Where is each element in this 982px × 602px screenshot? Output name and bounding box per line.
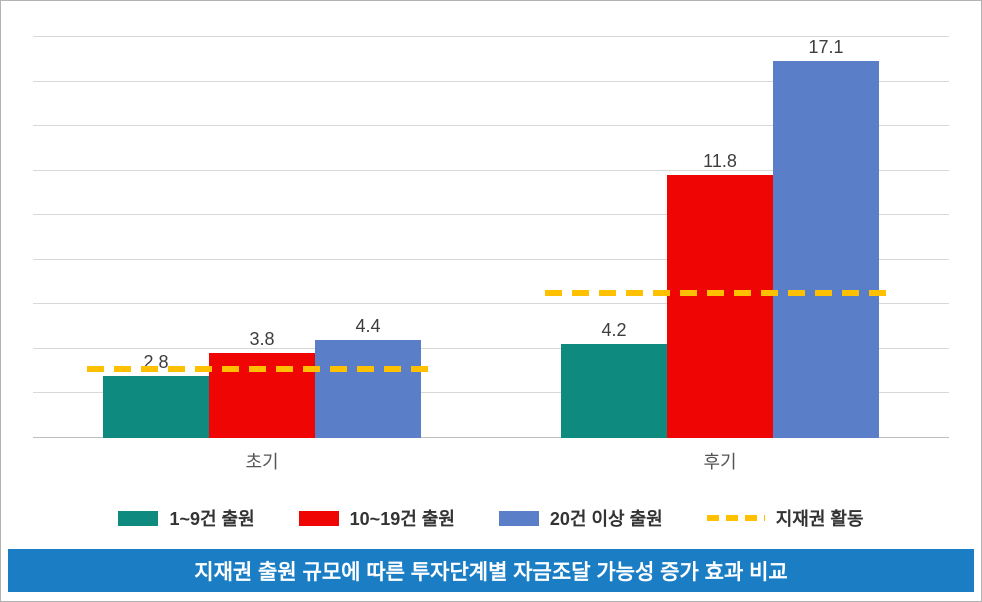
gridline xyxy=(33,169,949,171)
x-axis-label: 초기 xyxy=(245,452,279,472)
gridline xyxy=(33,214,949,216)
bar-value-label: 3.8 xyxy=(249,329,275,350)
gridline xyxy=(33,36,949,37)
gridline xyxy=(33,125,949,127)
legend-dash-swatch xyxy=(706,515,765,521)
bar-column: 17.1 xyxy=(773,37,879,438)
legend-item-reference: 지재권 활동 xyxy=(706,505,864,531)
bar-10~19건 출원 xyxy=(667,175,773,438)
x-axis-line xyxy=(33,437,949,438)
bar-groups: 2.8 3.8 4.4 4.2 11.8 17.1 xyxy=(33,37,949,438)
legend-item: 20건 이상 출원 xyxy=(498,505,663,531)
bar-column: 3.8 xyxy=(209,37,315,438)
x-axis-labels: 초기 후기 xyxy=(33,448,949,474)
gridline xyxy=(33,80,949,82)
gridline xyxy=(33,258,949,260)
bar-column: 4.2 xyxy=(561,37,667,438)
bar-value-label: 17.1 xyxy=(808,37,844,57)
gridline xyxy=(33,392,949,394)
reference-dashed-line xyxy=(87,365,437,372)
bar-column: 2.8 xyxy=(103,37,209,438)
x-axis-label: 후기 xyxy=(703,452,737,472)
bar-column: 4.4 xyxy=(315,37,421,438)
bar-value-label: 4.2 xyxy=(601,320,627,341)
bar-20건 이상 출원 xyxy=(315,339,421,438)
bar-value-label: 11.8 xyxy=(703,151,737,172)
legend-label: 20건 이상 출원 xyxy=(549,509,663,529)
legend-label: 지재권 활동 xyxy=(775,509,864,529)
legend: 1~9건 출원 10~19건 출원 20건 이상 출원 지재권 활동 xyxy=(1,504,981,532)
legend-label: 1~9건 출원 xyxy=(169,509,255,529)
legend-swatch xyxy=(118,510,159,526)
chart-title: 지재권 출원 규모에 따른 투자단계별 자금조달 가능성 증가 효과 비교 xyxy=(194,560,788,584)
gridline xyxy=(33,303,949,305)
bar-20건 이상 출원 xyxy=(773,61,879,438)
bar-1~9건 출원 xyxy=(561,344,667,438)
legend-item: 1~9건 출원 xyxy=(118,505,255,531)
bar-value-label: 4.4 xyxy=(355,315,381,336)
gridline xyxy=(33,347,949,349)
legend-item: 10~19건 출원 xyxy=(298,505,455,531)
reference-dashed-line xyxy=(545,290,895,297)
legend-swatch xyxy=(298,510,339,526)
bar-group-초기: 2.8 3.8 4.4 xyxy=(87,37,437,438)
chart-title-banner: 지재권 출원 규모에 따른 투자단계별 자금조달 가능성 증가 효과 비교 xyxy=(8,549,974,592)
bar-column: 11.8 xyxy=(667,37,773,438)
legend-swatch xyxy=(498,510,539,526)
bar-group-후기: 4.2 11.8 17.1 xyxy=(545,37,895,438)
bar-1~9건 출원 xyxy=(103,375,209,438)
plot-area: 2.8 3.8 4.4 4.2 11.8 17.1 xyxy=(33,36,949,438)
legend-label: 10~19건 출원 xyxy=(349,509,455,529)
